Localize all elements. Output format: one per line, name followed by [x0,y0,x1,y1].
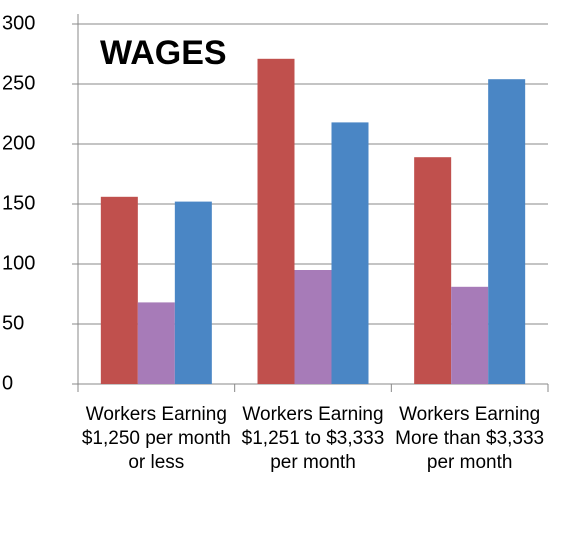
bar [100,196,138,384]
y-tick-label: 150 [2,192,35,214]
y-tick-label: 0 [2,372,13,394]
bar [414,157,452,384]
bar [137,302,175,384]
x-tick-label: Workers Earning $1,250 per month or less [81,404,231,473]
bar [174,201,212,384]
bar [451,286,489,384]
bar [488,79,526,384]
y-tick-label: 100 [2,252,35,274]
x-tick-label: Workers Earning More than $3,333 per mon… [395,404,545,473]
bar [331,122,369,385]
y-tick-label: 200 [2,132,35,154]
bar [257,58,295,385]
y-tick-label: 250 [2,72,35,94]
x-tick-label: Workers Earning $1,251 to $3,333 per mon… [241,404,385,473]
y-tick-label: 300 [2,12,35,34]
bar [294,270,332,384]
chart-title: WAGES [100,34,227,72]
y-tick-label: 50 [2,312,24,334]
